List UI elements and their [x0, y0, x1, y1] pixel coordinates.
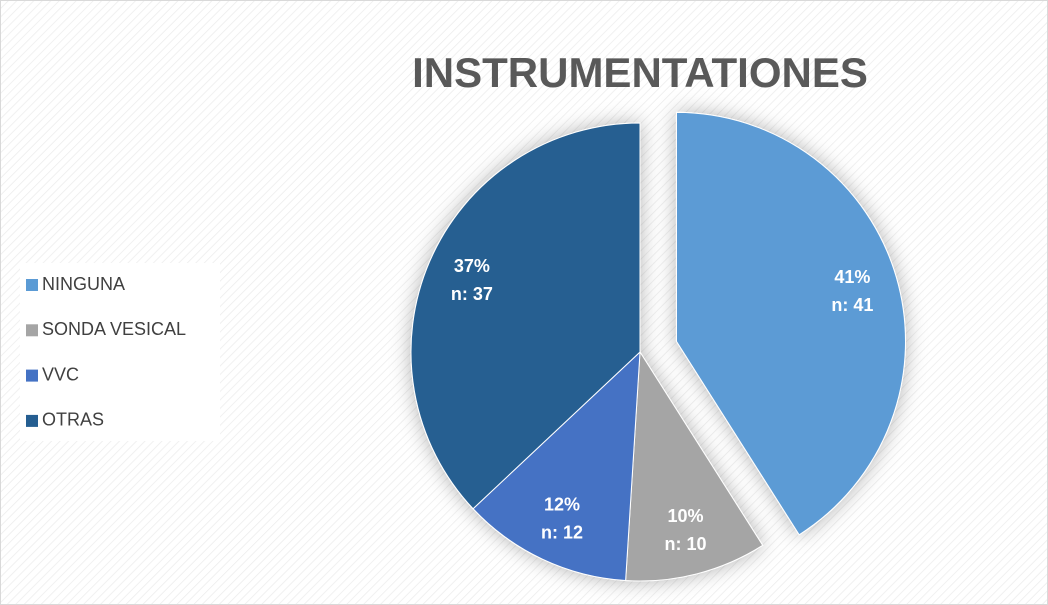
pie-slice [410, 122, 641, 510]
legend-label: OTRAS [42, 410, 104, 430]
data-label: 12% [544, 495, 580, 515]
pie-slice [625, 350, 764, 582]
data-label: n: 37 [451, 284, 493, 304]
pie-slice [675, 111, 906, 536]
data-label: n: 12 [541, 523, 583, 543]
pie [410, 111, 906, 582]
data-label: 41% [834, 267, 870, 287]
legend-label: SONDA VESICAL [42, 319, 186, 339]
pie-slice [472, 350, 641, 582]
legend-swatch [26, 414, 38, 427]
data-label: n: 41 [831, 295, 873, 315]
legend-label: VVC [42, 364, 79, 384]
data-label: n: 10 [665, 534, 707, 554]
legend-label: NINGUNA [42, 274, 125, 294]
legend-swatch [26, 369, 38, 382]
legend-swatch [26, 279, 38, 291]
data-label: 10% [668, 506, 704, 526]
legend-swatch [26, 324, 38, 337]
chart-title: INSTRUMENTATIONES [412, 49, 868, 96]
data-label: 37% [454, 256, 490, 276]
legend [20, 263, 220, 441]
